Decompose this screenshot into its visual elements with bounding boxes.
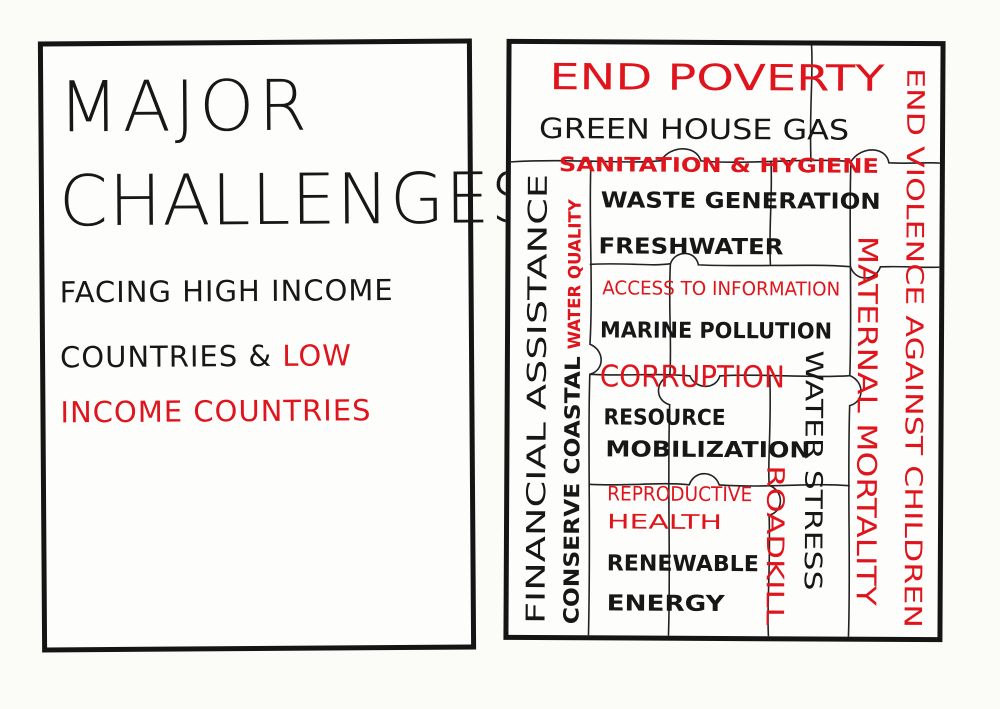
word-resource: RESOURCE: [604, 405, 726, 431]
word-mobilization: MOBILIZATION: [605, 437, 810, 463]
word-greenhouse-gas: GREEN HOUSE GAS: [539, 112, 849, 147]
word-end-poverty: END POVERTY: [549, 57, 886, 100]
word-waste-generation: WASTE GENERATION: [601, 188, 881, 214]
word-corruption: CORRUPTION: [600, 359, 785, 395]
title-line-1: MAJOR: [58, 64, 312, 149]
word-end-violence-against-children: END VIOLENCE AGAINST CHILDREN: [898, 68, 929, 628]
word-reproductive: REPRODUCTIVE: [607, 481, 752, 506]
left-card: MAJOR CHALLENGES FACING HIGH INCOME COUN…: [37, 38, 536, 653]
word-renewable: RENEWABLE: [607, 551, 759, 577]
subtitle-line-2-black: COUNTRIES &: [59, 338, 283, 375]
word-marine-pollution: MARINE POLLUTION: [600, 318, 832, 344]
word-health: HEALTH: [607, 509, 722, 534]
word-freshwater: FRESHWATER: [598, 234, 783, 260]
subtitle-line-1: FACING HIGH INCOME: [59, 273, 394, 310]
title-line-2: CHALLENGES: [58, 157, 537, 243]
jigsaw-puzzle-lines: END POVERTY GREEN HOUSE GAS SANITATION &…: [510, 44, 941, 638]
subtitle-line-2-red: LOW: [282, 338, 353, 373]
word-water-quality: WATER QUALITY: [565, 198, 586, 349]
subtitle-line-2: COUNTRIES & LOW: [59, 338, 353, 375]
word-financial-assistance: FINANCIAL ASSISTANCE: [522, 174, 554, 624]
word-roadkill: ROADKILL: [761, 465, 790, 626]
right-card-puzzle: END POVERTY GREEN HOUSE GAS SANITATION &…: [503, 38, 946, 643]
word-energy: ENERGY: [607, 591, 726, 617]
word-water-stress: WATER STRESS: [799, 350, 828, 590]
word-maternal-mortality: MATERNAL MORTALITY: [850, 236, 883, 607]
word-conserve-coastal: CONSERVE COASTAL: [560, 356, 585, 624]
subtitle-line-3: INCOME COUNTRIES: [60, 393, 372, 430]
word-sanitation-hygiene: SANITATION & HYGIENE: [559, 152, 879, 178]
word-access-to-information: ACCESS TO INFORMATION: [602, 277, 840, 300]
